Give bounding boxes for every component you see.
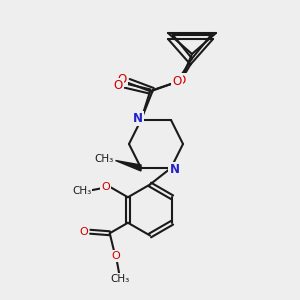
Text: CH₃: CH₃ [94, 154, 114, 164]
Text: O: O [176, 74, 185, 87]
Text: CH₃: CH₃ [72, 186, 91, 196]
Text: N: N [169, 163, 180, 176]
Polygon shape [116, 160, 141, 171]
Text: O: O [172, 75, 182, 88]
Text: O: O [79, 227, 88, 237]
Text: O: O [112, 251, 120, 261]
Text: O: O [101, 182, 110, 192]
Text: CH₃: CH₃ [110, 274, 129, 284]
Text: O: O [118, 73, 127, 86]
Text: N: N [132, 112, 142, 125]
Text: O: O [113, 79, 122, 92]
